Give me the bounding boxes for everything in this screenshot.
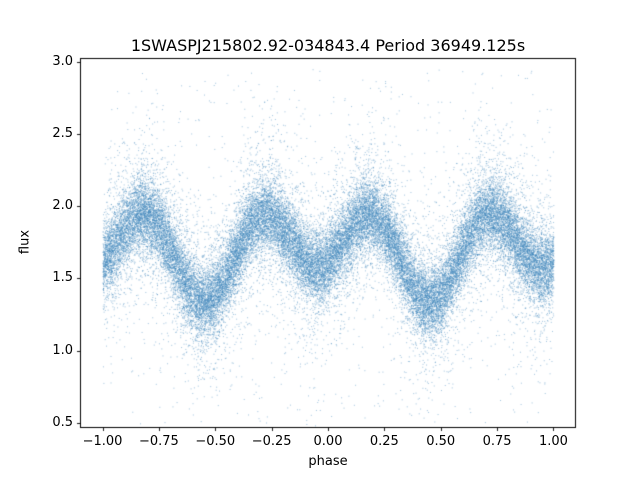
y-tick-label: 1.0 [52,342,73,358]
y-tick-label: 1.5 [52,270,73,286]
x-tick-label: −0.50 [195,433,236,449]
y-tick-label: 3.0 [52,53,73,69]
y-tick-label: 2.0 [52,198,73,214]
x-tick-label: 0.00 [313,433,343,449]
chart-title: 1SWASPJ215802.92-034843.4 Period 36949.1… [130,36,526,55]
y-tick-label: 2.5 [52,126,73,142]
x-tick-label: 0.50 [426,433,456,449]
x-tick-label: −0.75 [138,433,179,449]
x-tick-label: 0.75 [482,433,512,449]
y-tick-label: 0.5 [52,414,73,430]
x-tick-label: −1.00 [82,433,123,449]
x-tick-label: 1.00 [538,433,568,449]
x-tick-label: 0.25 [369,433,399,449]
y-axis-label: flux [17,229,33,255]
x-axis-label: phase [308,454,348,469]
x-tick-label: −0.25 [251,433,292,449]
